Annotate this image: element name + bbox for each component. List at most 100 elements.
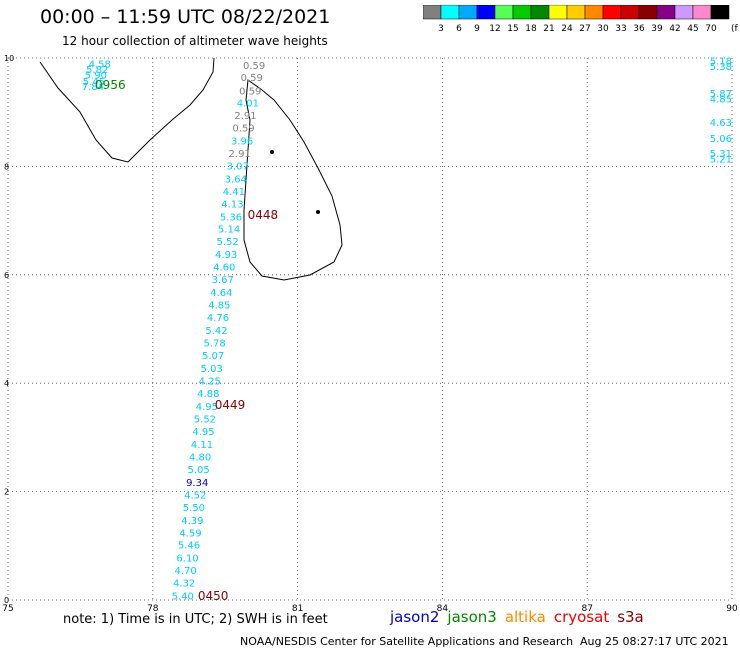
colorbar-label: 3 bbox=[438, 24, 444, 34]
colorbar-label: 27 bbox=[579, 24, 590, 34]
latitude-tick-label: 8 bbox=[4, 162, 9, 171]
wave-height-label: 0.59 bbox=[241, 73, 263, 84]
colorbar-label: 12 bbox=[489, 24, 500, 34]
latitude-tick-label: 4 bbox=[4, 379, 9, 388]
colorbar-label: 30 bbox=[597, 24, 609, 34]
latitude-tick-label: 6 bbox=[4, 271, 9, 280]
wave-height-label: 5.52 bbox=[216, 237, 238, 248]
colorbar-swatch bbox=[710, 5, 730, 20]
latitude-tick-label: 10 bbox=[4, 54, 14, 63]
mission-legend: jason2 jason3 altika cryosat s3a bbox=[390, 608, 652, 626]
wave-height-label: 2.91 bbox=[234, 111, 256, 122]
generation-timestamp: Aug 25 08:27:17 UTC 2021 bbox=[580, 635, 729, 648]
wave-height-label: 0.59 bbox=[239, 87, 261, 98]
wave-height-label: 4.13 bbox=[221, 199, 243, 210]
island bbox=[316, 210, 320, 214]
longitude-tick-label: 90 bbox=[726, 604, 738, 612]
wave-height-label: 4.93 bbox=[215, 250, 237, 261]
pass-time-label: 0449 bbox=[215, 398, 246, 412]
wave-height-label: 4.32 bbox=[173, 579, 195, 590]
wave-height-label: 4.64 bbox=[210, 288, 232, 299]
colorbar-label: 9 bbox=[474, 24, 480, 34]
colorbar-label: 33 bbox=[615, 24, 626, 34]
wave-height-label: 4.01 bbox=[237, 98, 259, 109]
wave-height-label: 5.38 bbox=[710, 62, 732, 73]
colorbar-label: 39 bbox=[651, 24, 663, 34]
colorbar-label: 42 bbox=[669, 24, 680, 34]
longitude-tick-label: 84 bbox=[437, 604, 449, 612]
wave-height-label: 5.31 bbox=[710, 149, 732, 160]
wave-height-label: 4.95 bbox=[196, 402, 218, 413]
island bbox=[270, 150, 274, 154]
wave-height-label: 5.52 bbox=[194, 414, 216, 425]
graticule bbox=[7, 57, 733, 601]
pass-time-labels: 0956 0448 0449 0450 bbox=[95, 78, 278, 603]
colorbar-label: 21 bbox=[543, 24, 554, 34]
wave-height-map: 75 78 81 84 87 90 0 2 4 6 8 10 4.585.825.905.457.84… bbox=[2, 54, 738, 612]
wave-height-label: 4.80 bbox=[189, 452, 211, 463]
wave-height-label: 4.70 bbox=[174, 566, 196, 577]
colorbar-label: 15 bbox=[507, 24, 518, 34]
mission-name-jason2: jason2 bbox=[390, 608, 440, 626]
wave-height-label: 5.36 bbox=[220, 212, 242, 223]
latitude-tick-label: 2 bbox=[4, 488, 9, 497]
longitude-tick-label: 81 bbox=[292, 604, 303, 612]
wave-height-label: 5.87 bbox=[710, 89, 732, 100]
wave-height-label: 3.67 bbox=[212, 275, 234, 286]
wave-height-label: 5.07 bbox=[202, 351, 224, 362]
axis-tick-labels: 75 78 81 84 87 90 0 2 4 6 8 10 bbox=[2, 54, 738, 612]
wave-height-label: 5.03 bbox=[201, 364, 223, 375]
wave-height-label: 5.40 bbox=[172, 592, 194, 603]
wave-height-label: 9.34 bbox=[186, 478, 208, 489]
mission-name-jason3: jason3 bbox=[447, 608, 497, 626]
colorbar-label: 36 bbox=[633, 24, 645, 34]
colorbar-label: 70 bbox=[705, 24, 717, 34]
coastline bbox=[39, 57, 343, 281]
map-subtitle: 12 hour collection of altimeter wave hei… bbox=[62, 34, 328, 48]
wave-height-label: 3.64 bbox=[225, 174, 247, 185]
wave-height-label: 4.58 bbox=[89, 59, 111, 70]
wave-height-label: 2.91 bbox=[229, 149, 251, 160]
wave-height-label: 0.59 bbox=[232, 123, 254, 134]
mission-name-altika: altika bbox=[504, 608, 546, 626]
wave-height-label: 4.76 bbox=[207, 313, 229, 324]
pass-time-label: 0448 bbox=[248, 208, 279, 222]
wave-height-label: 3.07 bbox=[227, 161, 249, 172]
wave-height-label: 5.14 bbox=[218, 225, 240, 236]
pass-time-label: 0450 bbox=[198, 589, 229, 603]
wave-height-label: 5.18 bbox=[710, 57, 732, 68]
credit-line: NOAA/NESDIS Center for Satellite Applica… bbox=[240, 635, 574, 648]
longitude-tick-label: 87 bbox=[581, 604, 592, 612]
india-coastline bbox=[39, 57, 215, 163]
wave-height-label: 4.63 bbox=[710, 118, 732, 129]
longitude-tick-label: 75 bbox=[2, 604, 13, 612]
wave-height-label: 5.78 bbox=[203, 339, 225, 350]
wave-height-label: 4.41 bbox=[223, 187, 245, 198]
wave-height-label: 5.46 bbox=[178, 541, 200, 552]
wave-height-label: 5.05 bbox=[188, 465, 210, 476]
colorbar-label: 24 bbox=[561, 24, 573, 34]
wave-height-label: 4.59 bbox=[179, 528, 201, 539]
wave-height-label: 4.25 bbox=[199, 376, 221, 387]
footer-note: note: 1) Time is in UTC; 2) SWH is in fe… bbox=[63, 612, 328, 627]
wave-height-label: 4.85 bbox=[710, 95, 732, 106]
wave-height-label: 5.42 bbox=[205, 326, 227, 337]
wave-height-label: 4.52 bbox=[184, 490, 206, 501]
mission-name-s3a: s3a bbox=[617, 608, 644, 626]
pass-time-label: 0956 bbox=[95, 78, 126, 92]
wave-height-label: 5.06 bbox=[710, 134, 732, 145]
colorbar-label: 18 bbox=[525, 24, 537, 34]
wave-height-label: 5.45 bbox=[83, 77, 105, 88]
wave-height-label: 4.60 bbox=[213, 263, 235, 274]
wave-height-label: 4.39 bbox=[181, 516, 203, 527]
wave-height-label: 5.90 bbox=[85, 70, 107, 81]
wave-height-label: 7.84 bbox=[82, 82, 104, 93]
latitude-tick-label: 0 bbox=[4, 596, 9, 605]
wave-height-label: 5.82 bbox=[86, 65, 108, 76]
colorbar-label: 45 bbox=[687, 24, 698, 34]
longitude-tick-label: 78 bbox=[147, 604, 159, 612]
sri-lanka-coastline bbox=[243, 79, 343, 281]
wave-height-label: 4.95 bbox=[192, 427, 214, 438]
wave-height-values: 4.585.825.905.457.840.590.590.594.012.91… bbox=[82, 57, 732, 603]
